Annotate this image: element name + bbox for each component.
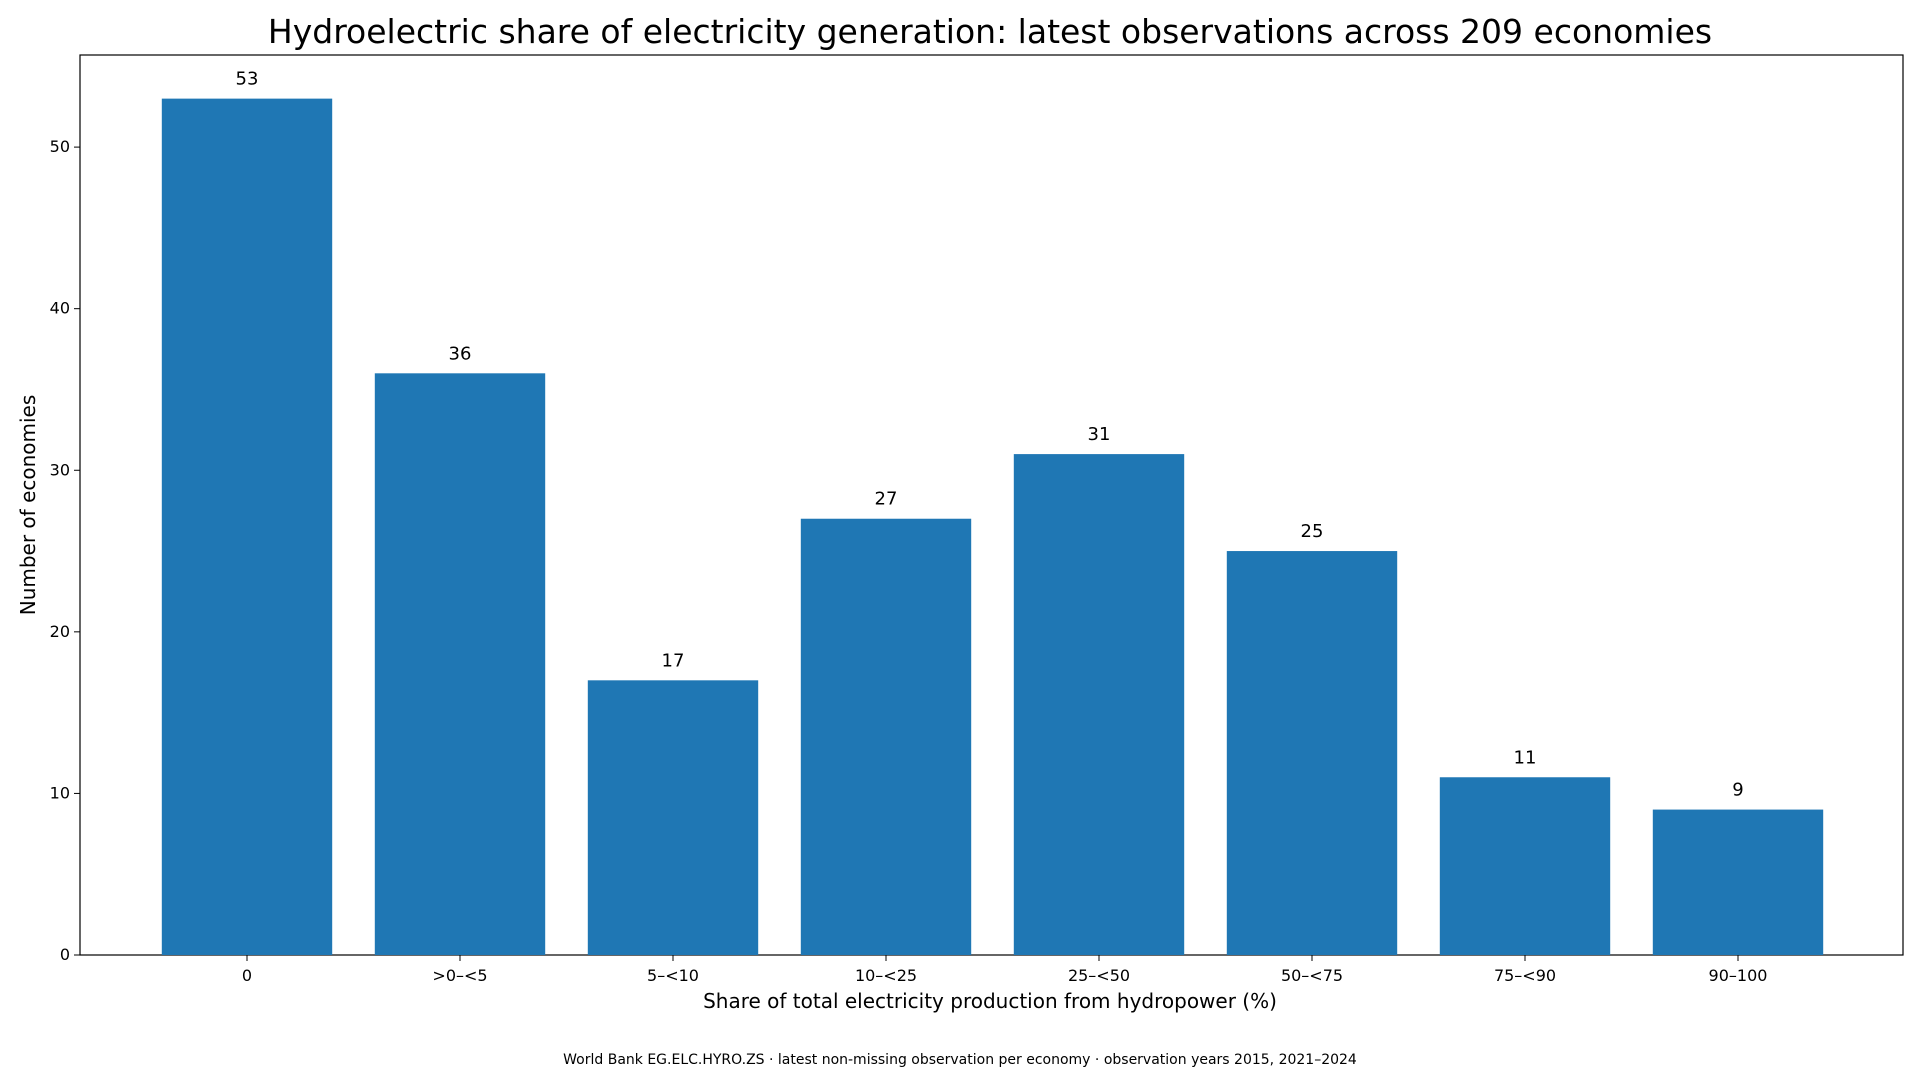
plot-area: 53 36 17 27 31 25 11 9 0 10 20 30 40 50 0 >0–<5 5–<10 1… <box>50 54 1904 985</box>
plot-frame <box>79 54 1904 956</box>
y-tick-label: 40 <box>50 299 70 318</box>
bars-group <box>161 98 1824 955</box>
data-label: 11 <box>1514 747 1537 768</box>
data-label: 9 <box>1732 780 1743 801</box>
bar <box>1013 454 1185 955</box>
bar <box>1226 551 1398 955</box>
data-label: 36 <box>449 343 472 364</box>
x-axis-label: Share of total electricity production fr… <box>703 989 1277 1013</box>
bar <box>1439 777 1611 955</box>
data-label: 27 <box>875 489 898 510</box>
x-tick-label: >0–<5 <box>432 966 487 985</box>
data-labels-group: 53 36 17 27 31 25 11 9 <box>236 69 1744 801</box>
x-tick-label: 10–<25 <box>855 966 917 985</box>
footnote: World Bank EG.ELC.HYRO.ZS · latest non-m… <box>563 1052 1357 1068</box>
x-tick-label: 5–<10 <box>647 966 699 985</box>
bar <box>161 98 333 955</box>
bar <box>1652 809 1824 955</box>
data-label: 53 <box>236 69 259 90</box>
y-tick-label: 0 <box>60 945 70 964</box>
y-axis-label: Number of economies <box>16 395 40 616</box>
bar <box>587 680 759 955</box>
bar <box>800 518 972 955</box>
data-label: 25 <box>1301 521 1324 542</box>
x-axis-ticks: 0 >0–<5 5–<10 10–<25 25–<50 50–<75 75–<90 90–10… <box>242 955 1768 985</box>
x-tick-label: 25–<50 <box>1068 966 1130 985</box>
x-tick-label: 0 <box>242 966 252 985</box>
x-tick-label: 90–100 <box>1709 966 1768 985</box>
x-tick-label: 75–<90 <box>1494 966 1556 985</box>
y-tick-label: 10 <box>50 783 70 802</box>
data-label: 31 <box>1088 424 1111 445</box>
bar <box>374 373 546 955</box>
y-axis-ticks: 0 10 20 30 40 50 <box>50 137 80 964</box>
y-tick-label: 50 <box>50 137 70 156</box>
x-tick-label: 50–<75 <box>1281 966 1343 985</box>
y-tick-label: 30 <box>50 460 70 479</box>
data-label: 17 <box>662 650 685 671</box>
chart-title: Hydroelectric share of electricity gener… <box>268 12 1712 51</box>
y-tick-label: 20 <box>50 622 70 641</box>
